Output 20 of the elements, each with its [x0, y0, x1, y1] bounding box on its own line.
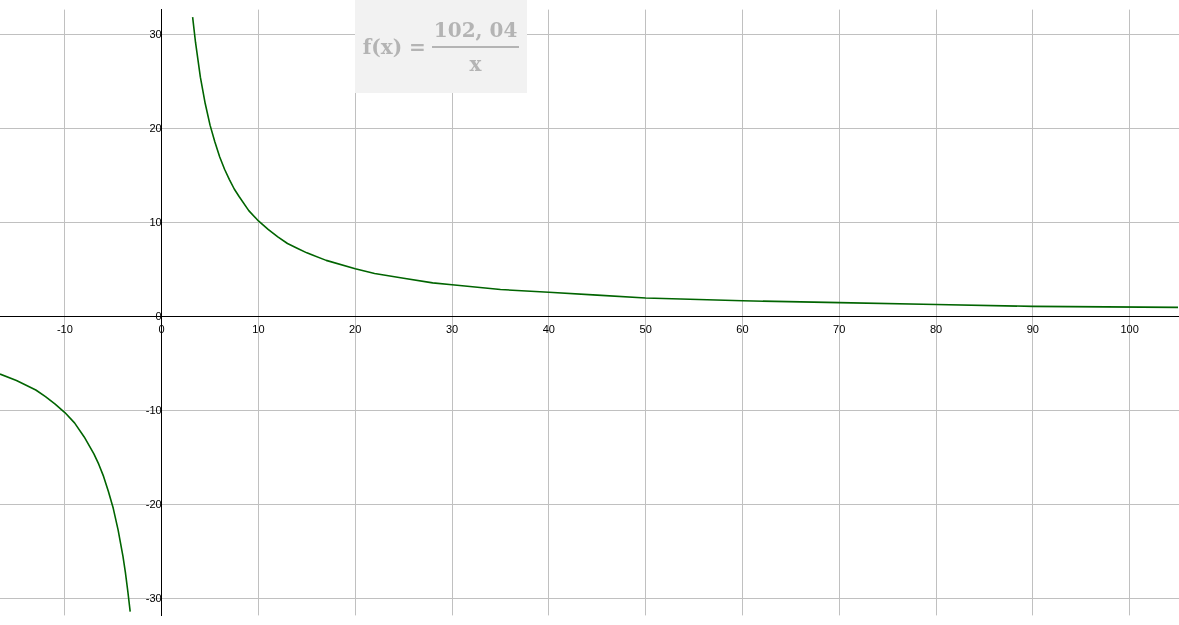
- annotation: 102, 04: [431, 17, 520, 48]
- x-tick-label: 20: [349, 323, 362, 336]
- y-tick-label: 20: [149, 121, 162, 134]
- y-tick-label: -10: [145, 403, 162, 416]
- x-tick-label: 40: [542, 323, 555, 336]
- y-tick-label: 30: [149, 27, 162, 40]
- y-tick-label: -20: [145, 497, 162, 510]
- x-tick-label: 60: [736, 323, 749, 336]
- y-tick-label: -30: [145, 591, 162, 604]
- x-tick-label: 90: [1026, 323, 1039, 336]
- x-tick-label: 30: [445, 323, 459, 336]
- x-tick-label: 70: [833, 323, 846, 336]
- annotation: f(x) =: [362, 34, 426, 59]
- annotation: x: [469, 50, 482, 76]
- x-tick-label: 10: [252, 323, 265, 336]
- x-tick-label: 50: [639, 323, 652, 336]
- x-tick-label: 100: [1120, 323, 1139, 336]
- x-tick-label: -10: [56, 323, 73, 336]
- y-tick-label: 10: [149, 215, 162, 228]
- x-tick-label: 80: [929, 323, 943, 336]
